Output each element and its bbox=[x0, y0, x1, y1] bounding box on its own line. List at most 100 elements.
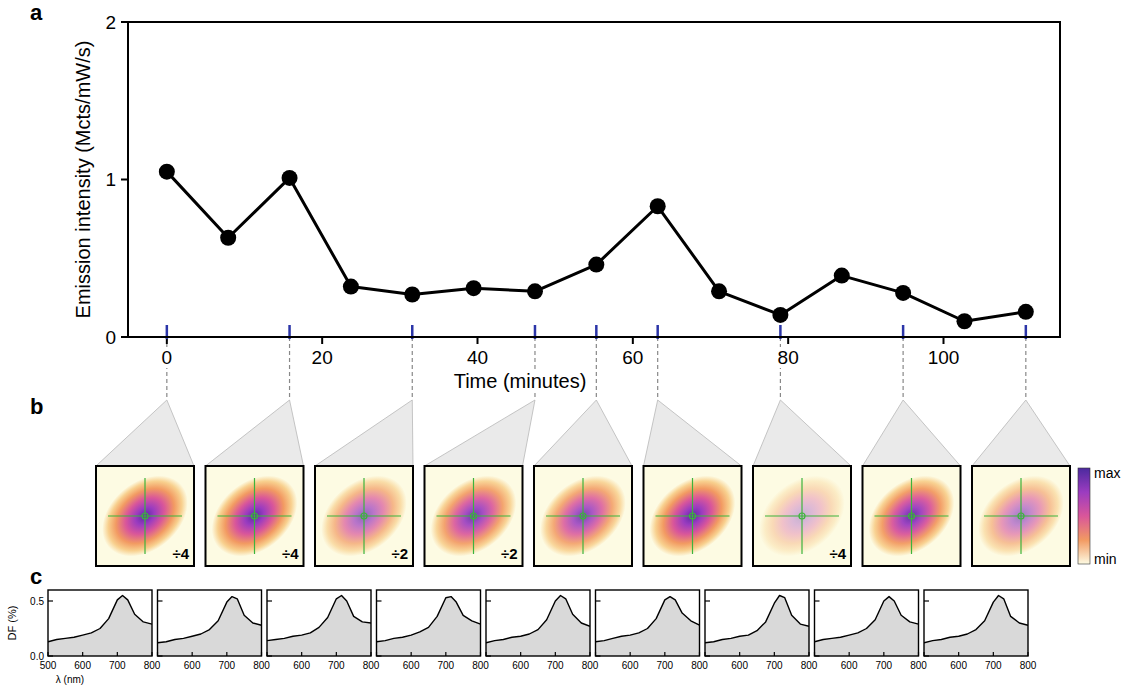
x-tick-label: 800 bbox=[691, 660, 708, 671]
x-tick bbox=[664, 652, 665, 656]
y-tick bbox=[158, 600, 163, 601]
crosshair bbox=[984, 515, 1058, 516]
spectrum-line bbox=[48, 596, 152, 642]
spectrum-data bbox=[924, 596, 1028, 657]
crosshair bbox=[580, 513, 586, 519]
x-tick bbox=[704, 652, 705, 656]
plot-frame bbox=[48, 590, 152, 656]
spectrum-area bbox=[924, 596, 1028, 657]
x-tick bbox=[157, 652, 158, 656]
y-tick bbox=[924, 655, 929, 656]
data-point bbox=[895, 285, 911, 301]
connectors bbox=[96, 337, 1070, 466]
x-tick bbox=[520, 652, 521, 656]
x-tick bbox=[814, 652, 815, 656]
spectrum-panel: 600700800 bbox=[267, 590, 380, 671]
image-frame bbox=[972, 466, 1070, 566]
spectrum-area bbox=[815, 597, 919, 656]
crosshair bbox=[909, 513, 915, 519]
data-point bbox=[772, 307, 788, 323]
x-tick-label: 600 bbox=[622, 660, 639, 671]
image-panel bbox=[524, 459, 641, 573]
x-axis-title: Time (minutes) bbox=[454, 370, 587, 392]
spectrum-data bbox=[705, 596, 809, 657]
data-point bbox=[343, 279, 359, 295]
connector-wedge bbox=[534, 400, 632, 466]
x-tick bbox=[411, 652, 412, 656]
x-tick-label: 700 bbox=[109, 660, 126, 671]
y-axis-title: DF (%) bbox=[6, 606, 18, 641]
spectrum-line bbox=[924, 596, 1028, 643]
spectrum-area bbox=[158, 597, 262, 656]
label-patch bbox=[776, 347, 801, 368]
y-tick bbox=[158, 655, 163, 656]
x-tick bbox=[192, 652, 193, 656]
x-tick bbox=[117, 652, 118, 656]
x-tick-label: 600 bbox=[950, 660, 967, 671]
x-tick bbox=[266, 652, 267, 656]
label-patch bbox=[465, 347, 490, 368]
y-tick bbox=[815, 600, 820, 601]
x-tick-label: 20 bbox=[312, 347, 333, 368]
y-tick bbox=[267, 600, 272, 601]
x-tick-label: 600 bbox=[731, 660, 748, 671]
image-frame bbox=[753, 466, 851, 566]
x-tick-label: 600 bbox=[184, 660, 201, 671]
scale-label: ÷2 bbox=[391, 545, 408, 562]
x-tick bbox=[787, 337, 789, 344]
image-ground bbox=[644, 466, 742, 566]
crosshair bbox=[108, 515, 182, 516]
x-tick-label: 700 bbox=[328, 660, 345, 671]
crosshair bbox=[656, 515, 730, 516]
connector-line bbox=[657, 337, 658, 400]
crosshair bbox=[1018, 513, 1024, 519]
image-ground bbox=[425, 466, 523, 566]
emission-image bbox=[644, 466, 742, 566]
crosshair bbox=[765, 515, 839, 516]
x-tick-label: 800 bbox=[363, 660, 380, 671]
x-tick bbox=[918, 652, 919, 656]
x-tick bbox=[739, 652, 740, 656]
image-frame bbox=[534, 466, 632, 566]
connector-wedge bbox=[315, 400, 413, 466]
image-frame bbox=[206, 466, 304, 566]
figure: a012020406080100Time (minutes)Emission i… bbox=[0, 0, 1134, 699]
x-tick-label: 500 bbox=[40, 660, 57, 671]
data-point bbox=[404, 286, 420, 302]
label-patch bbox=[620, 347, 645, 368]
x-tick-label: 700 bbox=[656, 660, 673, 671]
colorbar-label: min bbox=[1094, 551, 1117, 567]
x-tick-label: 800 bbox=[144, 660, 161, 671]
crosshair bbox=[437, 515, 511, 516]
connector-line bbox=[412, 337, 413, 400]
crosshair bbox=[546, 515, 620, 516]
image-content bbox=[753, 466, 851, 566]
image-ground bbox=[753, 466, 851, 566]
image-panel: ÷4 bbox=[743, 459, 860, 573]
plot-frame bbox=[924, 590, 1028, 656]
x-tick bbox=[699, 652, 700, 656]
y-tick-label: 0.5 bbox=[30, 596, 44, 607]
connector-line bbox=[1025, 337, 1026, 400]
image-panel: ÷4 bbox=[196, 459, 313, 573]
y-tick-label: 1 bbox=[105, 169, 116, 190]
emission-image bbox=[206, 466, 304, 566]
image-content bbox=[425, 466, 523, 566]
spectrum-area bbox=[705, 596, 809, 657]
panel-a: a012020406080100Time (minutes)Emission i… bbox=[30, 0, 1060, 392]
image-panel bbox=[853, 459, 970, 573]
x-tick-label: 700 bbox=[985, 660, 1002, 671]
image-frame bbox=[425, 466, 523, 566]
x-tick-label: 800 bbox=[253, 660, 270, 671]
crosshair bbox=[218, 515, 292, 516]
connector-line bbox=[596, 337, 597, 400]
image-content bbox=[315, 466, 413, 566]
x-tick bbox=[376, 652, 377, 656]
image-content bbox=[644, 466, 742, 566]
x-tick-label: 700 bbox=[218, 660, 235, 671]
y-tick bbox=[121, 336, 128, 338]
data-point bbox=[834, 268, 850, 284]
x-tick-label: 700 bbox=[437, 660, 454, 671]
crosshair bbox=[471, 513, 477, 519]
spectrum-line bbox=[705, 596, 809, 643]
